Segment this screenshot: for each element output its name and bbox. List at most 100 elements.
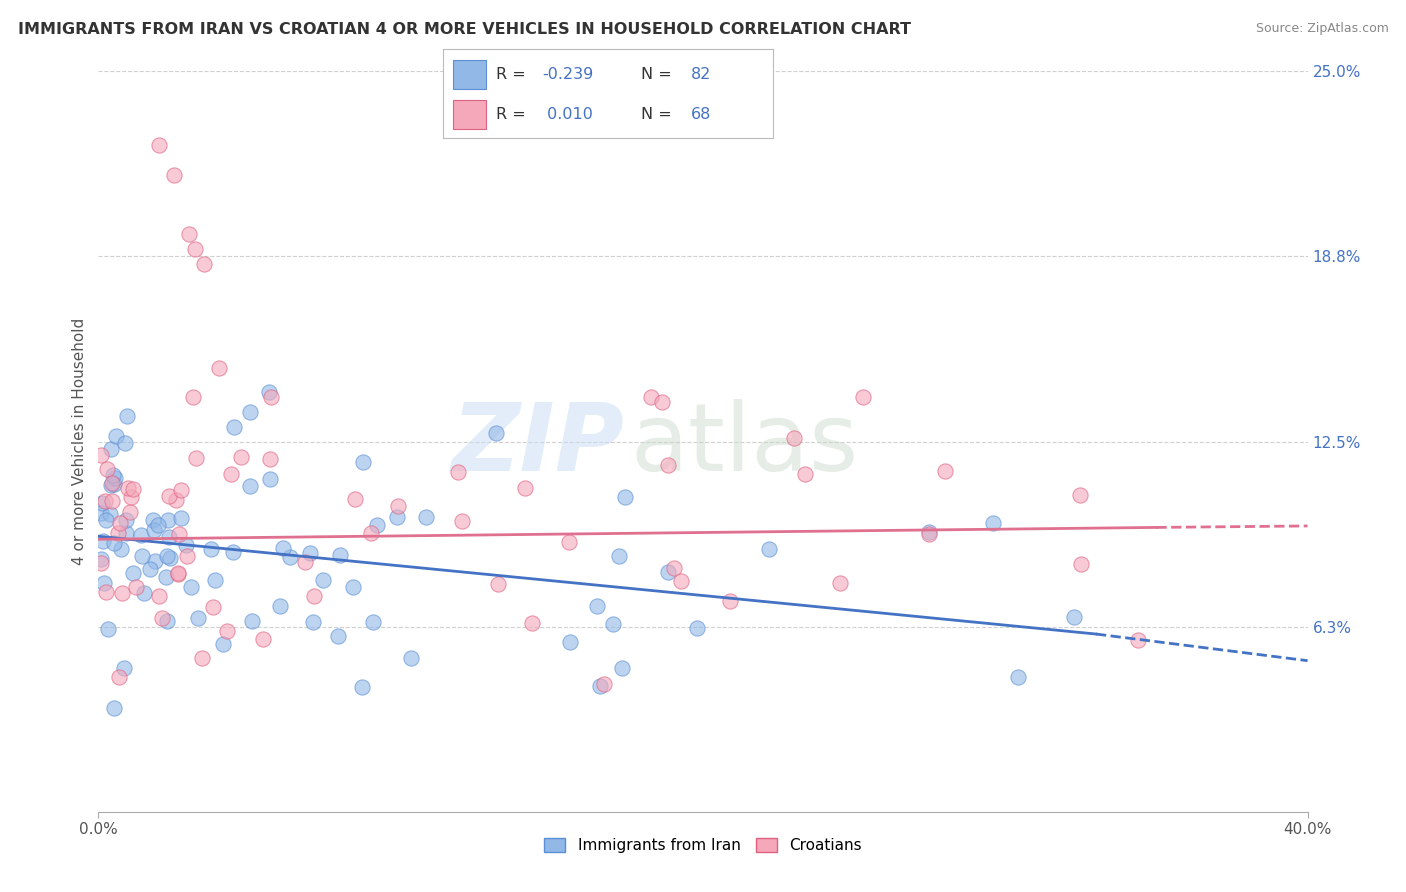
Point: [122, 482, 145, 496]
Point: [1069, 488, 1091, 502]
Point: [651, 395, 673, 409]
Point: [657, 566, 679, 580]
Point: [686, 621, 709, 635]
Point: [273, 541, 295, 555]
Point: [108, 670, 131, 684]
Point: [111, 586, 134, 600]
Text: N =: N =: [641, 107, 678, 121]
Point: [239, 479, 262, 493]
Point: [105, 429, 128, 443]
Point: [125, 580, 148, 594]
Point: [176, 549, 198, 563]
Point: [96, 461, 118, 475]
Point: [657, 458, 679, 472]
Point: [918, 525, 941, 540]
Point: [852, 390, 875, 404]
Point: [114, 435, 136, 450]
Point: [294, 555, 316, 569]
Point: [513, 481, 536, 495]
Point: [90, 556, 112, 570]
Point: [259, 452, 281, 467]
Point: [169, 511, 191, 525]
Point: [259, 472, 281, 486]
Point: [610, 661, 633, 675]
Point: [260, 390, 283, 404]
Text: atlas: atlas: [630, 400, 859, 491]
Point: [142, 524, 165, 538]
Point: [669, 574, 692, 588]
Point: [215, 624, 238, 639]
Text: R =: R =: [496, 67, 530, 81]
Point: [90, 448, 112, 462]
Point: [664, 561, 686, 575]
FancyBboxPatch shape: [453, 100, 486, 129]
Point: [329, 549, 352, 563]
Point: [558, 635, 581, 649]
Point: [131, 549, 153, 563]
Point: [278, 550, 301, 565]
Point: [107, 526, 129, 541]
Point: [156, 549, 179, 563]
Point: [163, 168, 186, 182]
Point: [156, 614, 179, 628]
Point: [129, 527, 152, 541]
Point: [257, 385, 280, 400]
Point: [122, 566, 145, 581]
Point: [187, 611, 209, 625]
Point: [184, 242, 207, 256]
Point: [94, 585, 117, 599]
Point: [352, 455, 374, 469]
Point: [170, 483, 193, 497]
Point: [446, 465, 468, 479]
Point: [312, 573, 335, 587]
Point: [155, 570, 177, 584]
Point: [110, 542, 132, 557]
Point: [150, 611, 173, 625]
Point: [222, 545, 245, 559]
Point: [103, 477, 125, 491]
Point: [91, 534, 114, 549]
Text: 68: 68: [690, 107, 711, 121]
Point: [269, 599, 291, 614]
Point: [181, 390, 204, 404]
Point: [148, 518, 170, 533]
Point: [366, 518, 388, 533]
Point: [602, 616, 624, 631]
Point: [1070, 557, 1092, 571]
Point: [415, 509, 437, 524]
Point: [165, 493, 187, 508]
Point: [387, 499, 409, 513]
Point: [101, 467, 124, 482]
Point: [302, 615, 325, 629]
Point: [585, 599, 607, 613]
Point: [830, 576, 852, 591]
Point: [607, 549, 630, 564]
Point: [191, 650, 214, 665]
Point: [981, 516, 1004, 530]
Point: [193, 257, 215, 271]
Point: [208, 360, 231, 375]
Point: [98, 507, 121, 521]
Point: [520, 616, 543, 631]
Point: [783, 431, 806, 445]
Point: [120, 491, 142, 505]
Point: [93, 575, 115, 590]
Point: [117, 481, 139, 495]
Point: [143, 554, 166, 568]
Point: [148, 138, 170, 153]
Point: [201, 600, 224, 615]
Point: [240, 614, 263, 628]
Point: [118, 505, 141, 519]
Point: [97, 623, 120, 637]
Text: IMMIGRANTS FROM IRAN VS CROATIAN 4 OR MORE VEHICLES IN HOUSEHOLD CORRELATION CHA: IMMIGRANTS FROM IRAN VS CROATIAN 4 OR MO…: [18, 22, 911, 37]
Point: [156, 512, 179, 526]
Point: [328, 629, 350, 643]
Point: [614, 490, 637, 504]
Point: [114, 526, 136, 541]
Point: [934, 464, 956, 478]
Point: [103, 535, 125, 549]
Point: [299, 546, 322, 560]
Point: [794, 467, 817, 481]
Text: Source: ZipAtlas.com: Source: ZipAtlas.com: [1256, 22, 1389, 36]
Point: [589, 680, 612, 694]
